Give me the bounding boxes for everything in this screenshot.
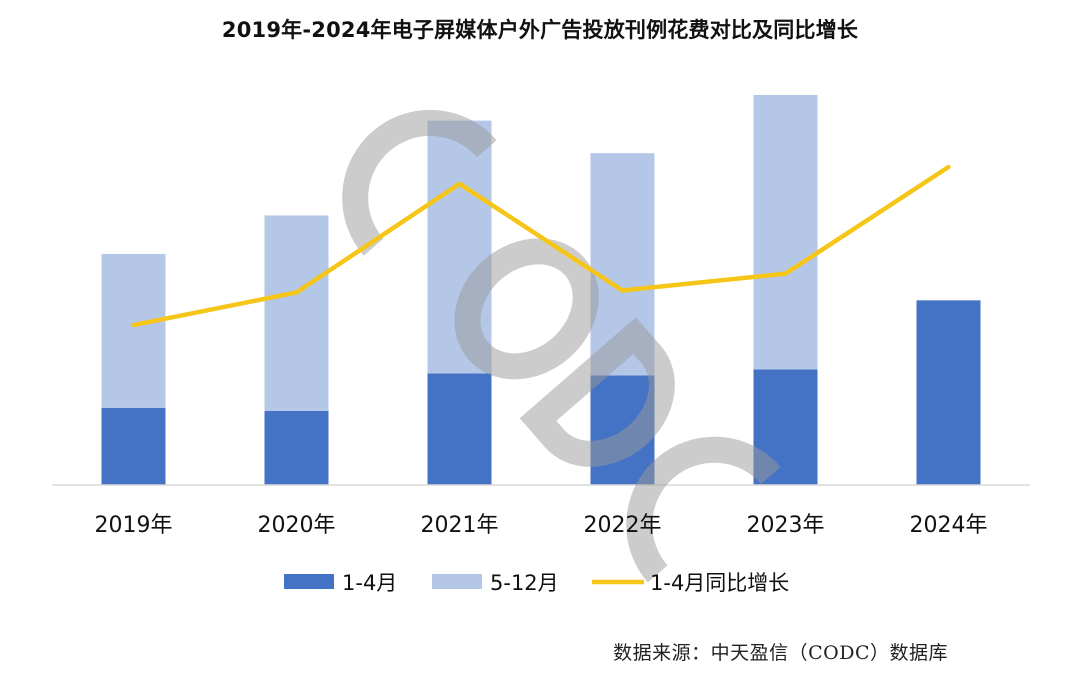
- x-tick-label: 2021年: [421, 513, 499, 538]
- series-1-4月-bars: [101, 300, 981, 485]
- bar-1-4月-2021年: [427, 373, 492, 485]
- bar-1-4月-2019年: [101, 407, 166, 485]
- legend-item-5-12月: 5-12月: [432, 571, 559, 595]
- legend-item-1-4月同比增长: 1-4月同比增长: [592, 571, 789, 595]
- codc-watermark: [342, 109, 781, 583]
- series-1-4月同比增长-line: [131, 164, 951, 328]
- source-note: 数据来源：中天盈信（CODC）数据库: [613, 642, 948, 664]
- legend-label: 1-4月同比增长: [650, 571, 789, 595]
- x-tick-label: 2022年: [584, 513, 662, 538]
- bar-1-4月-2024年: [916, 300, 981, 485]
- legend-swatch: [284, 574, 334, 589]
- x-tick-label: 2023年: [747, 513, 825, 538]
- legend-label: 5-12月: [490, 571, 559, 595]
- x-axis-tick-labels: 2019年 2020年 2021年 2022年 2023年 2024年: [95, 513, 988, 538]
- legend-label: 1-4月: [342, 571, 397, 595]
- chart-title: 2019年-2024年电子屏媒体户外广告投放刊例花费对比及同比增长: [221, 18, 859, 42]
- x-tick-label: 2020年: [258, 513, 336, 538]
- legend-item-1-4月: 1-4月: [284, 571, 397, 595]
- series-5-12月-bars: [101, 94, 818, 411]
- legend-swatch: [432, 574, 482, 589]
- legend: 1-4月 5-12月 1-4月同比增长: [284, 571, 789, 595]
- bar-1-4月-2020年: [264, 410, 329, 485]
- x-tick-label: 2024年: [910, 513, 988, 538]
- x-tick-label: 2019年: [95, 513, 173, 538]
- bar-5-12月-2019年: [101, 253, 166, 408]
- bar-5-12月-2020年: [264, 215, 329, 411]
- bar-5-12月-2023年: [753, 94, 818, 370]
